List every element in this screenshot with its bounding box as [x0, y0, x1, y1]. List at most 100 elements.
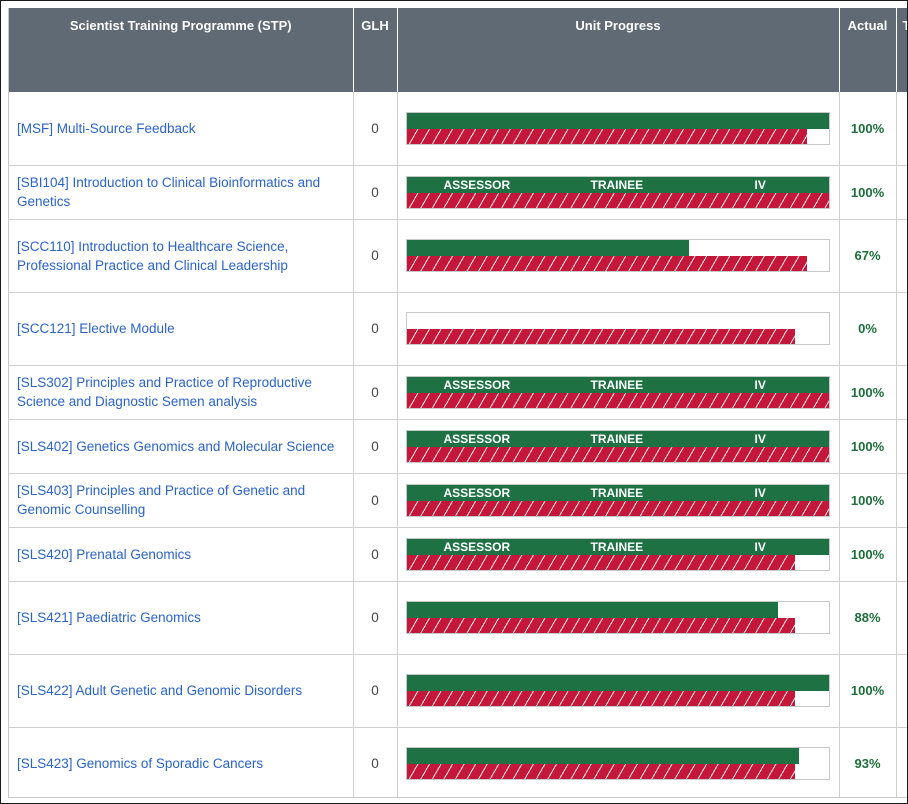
- target-progress-fill: [406, 618, 795, 633]
- table-body: [MSF] Multi-Source Feedback 0 100% [SBI104]…: [9, 92, 907, 797]
- trainee-signoff-label: TRAINEE: [590, 539, 644, 554]
- extra-cell: [896, 92, 907, 166]
- unit-progress-bar[interactable]: ASSESSOR TRAINEE IV: [405, 537, 830, 571]
- header-unit-progress[interactable]: Unit Progress: [397, 8, 840, 92]
- table-row: [SLS302] Principles and Practice of Repr…: [9, 365, 907, 420]
- glh-cell: 0: [353, 727, 398, 797]
- glh-cell: 0: [353, 292, 398, 366]
- table-row: [SLS423] Genomics of Sporadic Cancers 0 93…: [9, 727, 907, 797]
- extra-cell: [896, 527, 907, 582]
- target-progress-fill: [406, 691, 795, 706]
- actual-percent: 0%: [839, 292, 897, 366]
- glh-cell: 0: [353, 165, 398, 220]
- progress-cell: [397, 92, 840, 166]
- trainee-signoff-label: TRAINEE: [590, 377, 644, 392]
- actual-percent: 100%: [839, 527, 897, 582]
- extra-cell: [896, 473, 907, 528]
- glh-cell: 0: [353, 365, 398, 420]
- unit-cell: [MSF] Multi-Source Feedback: [9, 92, 354, 166]
- actual-progress-fill: [406, 176, 829, 193]
- header-unit[interactable]: Scientist Training Programme (STP): [9, 8, 354, 92]
- actual-percent: 100%: [839, 365, 897, 420]
- actual-progress-fill: [406, 484, 829, 501]
- progress-cell: ASSESSOR TRAINEE IV: [397, 365, 840, 420]
- unit-link[interactable]: [SLS302] Principles and Practice of Repr…: [17, 375, 312, 409]
- unit-link[interactable]: [SCC110] Introduction to Healthcare Scie…: [17, 238, 289, 273]
- table-row: [SLS403] Principles and Practice of Gene…: [9, 473, 907, 528]
- header-extra[interactable]: T: [896, 8, 907, 92]
- actual-percent: 88%: [839, 581, 897, 655]
- table-row: [SLS402] Genetics Genomics and Molecular…: [9, 419, 907, 474]
- unit-progress-bar[interactable]: [405, 601, 830, 634]
- unit-progress-bar[interactable]: [405, 747, 830, 780]
- actual-progress-fill: [406, 538, 829, 555]
- extra-cell: [896, 165, 907, 220]
- unit-cell: [SLS423] Genomics of Sporadic Cancers: [9, 727, 354, 797]
- target-progress-fill: [406, 329, 795, 344]
- unit-progress-bar[interactable]: ASSESSOR TRAINEE IV: [405, 375, 830, 409]
- unit-link[interactable]: [SLS403] Principles and Practice of Gene…: [17, 483, 306, 517]
- actual-percent: 100%: [839, 165, 897, 220]
- target-progress-fill: [406, 128, 808, 144]
- unit-cell: [SLS422] Adult Genetic and Genomic Disor…: [9, 654, 354, 728]
- unit-link[interactable]: [MSF] Multi-Source Feedback: [17, 120, 196, 136]
- unit-progress-bar[interactable]: [405, 111, 830, 145]
- unit-link[interactable]: [SLS402] Genetics Genomics and Molecular…: [17, 438, 335, 454]
- assessor-signoff-label: ASSESSOR: [443, 485, 511, 500]
- table-row: [SBI104] Introduction to Clinical Bioinf…: [9, 165, 907, 220]
- iv-signoff-label: IV: [754, 485, 766, 500]
- extra-cell: [896, 727, 907, 797]
- extra-cell: [896, 292, 907, 366]
- extra-cell: [896, 419, 907, 474]
- table-row: [SCC121] Elective Module 0 0%: [9, 292, 907, 366]
- target-progress-fill: [406, 764, 795, 779]
- unit-progress-bar[interactable]: [405, 239, 830, 272]
- unit-progress-bar[interactable]: [405, 312, 830, 345]
- unit-link[interactable]: [SLS420] Prenatal Genomics: [17, 546, 192, 562]
- unit-cell: [SBI104] Introduction to Clinical Bioinf…: [9, 165, 354, 220]
- header-actual[interactable]: Actual: [839, 8, 897, 92]
- unit-cell: [SLS403] Principles and Practice of Gene…: [9, 473, 354, 528]
- actual-progress-fill: [406, 112, 829, 129]
- trainee-signoff-label: TRAINEE: [590, 485, 644, 500]
- extra-cell: [896, 581, 907, 655]
- unit-progress-bar[interactable]: ASSESSOR TRAINEE IV: [405, 175, 830, 209]
- unit-cell: [SLS302] Principles and Practice of Repr…: [9, 365, 354, 420]
- actual-progress-fill: [406, 376, 829, 393]
- progress-cell: ASSESSOR TRAINEE IV: [397, 419, 840, 474]
- progress-cell: ASSESSOR TRAINEE IV: [397, 473, 840, 528]
- unit-link[interactable]: [SLS421] Paediatric Genomics: [17, 610, 201, 625]
- unit-progress-bar[interactable]: ASSESSOR TRAINEE IV: [405, 429, 830, 463]
- trainee-signoff-label: TRAINEE: [590, 177, 644, 192]
- unit-link[interactable]: [SLS422] Adult Genetic and Genomic Disor…: [17, 683, 303, 698]
- target-progress-fill: [406, 554, 795, 570]
- unit-link[interactable]: [SLS423] Genomics of Sporadic Cancers: [17, 756, 264, 771]
- progress-cell: [397, 654, 840, 728]
- target-progress-fill: [406, 500, 829, 516]
- actual-percent: 100%: [839, 654, 897, 728]
- unit-cell: [SCC110] Introduction to Healthcare Scie…: [9, 219, 354, 293]
- table-row: [SLS421] Paediatric Genomics 0 88%: [9, 581, 907, 655]
- header-glh[interactable]: GLH: [353, 8, 398, 92]
- progress-cell: ASSESSOR TRAINEE IV: [397, 165, 840, 220]
- progress-cell: ASSESSOR TRAINEE IV: [397, 527, 840, 582]
- iv-signoff-label: IV: [754, 539, 766, 554]
- actual-percent: 100%: [839, 473, 897, 528]
- unit-link[interactable]: [SCC121] Elective Module: [17, 321, 175, 336]
- progress-cell: [397, 727, 840, 797]
- actual-percent: 100%: [839, 92, 897, 166]
- unit-link[interactable]: [SBI104] Introduction to Clinical Bioinf…: [17, 175, 321, 209]
- unit-progress-bar[interactable]: [405, 674, 830, 707]
- extra-cell: [896, 365, 907, 420]
- unit-progress-bar[interactable]: ASSESSOR TRAINEE IV: [405, 483, 830, 517]
- table-row: [SCC110] Introduction to Healthcare Scie…: [9, 219, 907, 293]
- glh-cell: 0: [353, 581, 398, 655]
- table-row: [MSF] Multi-Source Feedback 0 100%: [9, 92, 907, 166]
- iv-signoff-label: IV: [754, 431, 766, 446]
- glh-cell: 0: [353, 92, 398, 166]
- unit-cell: [SLS421] Paediatric Genomics: [9, 581, 354, 655]
- progress-cell: [397, 581, 840, 655]
- actual-progress-fill: [406, 430, 829, 447]
- target-progress-fill: [406, 256, 808, 271]
